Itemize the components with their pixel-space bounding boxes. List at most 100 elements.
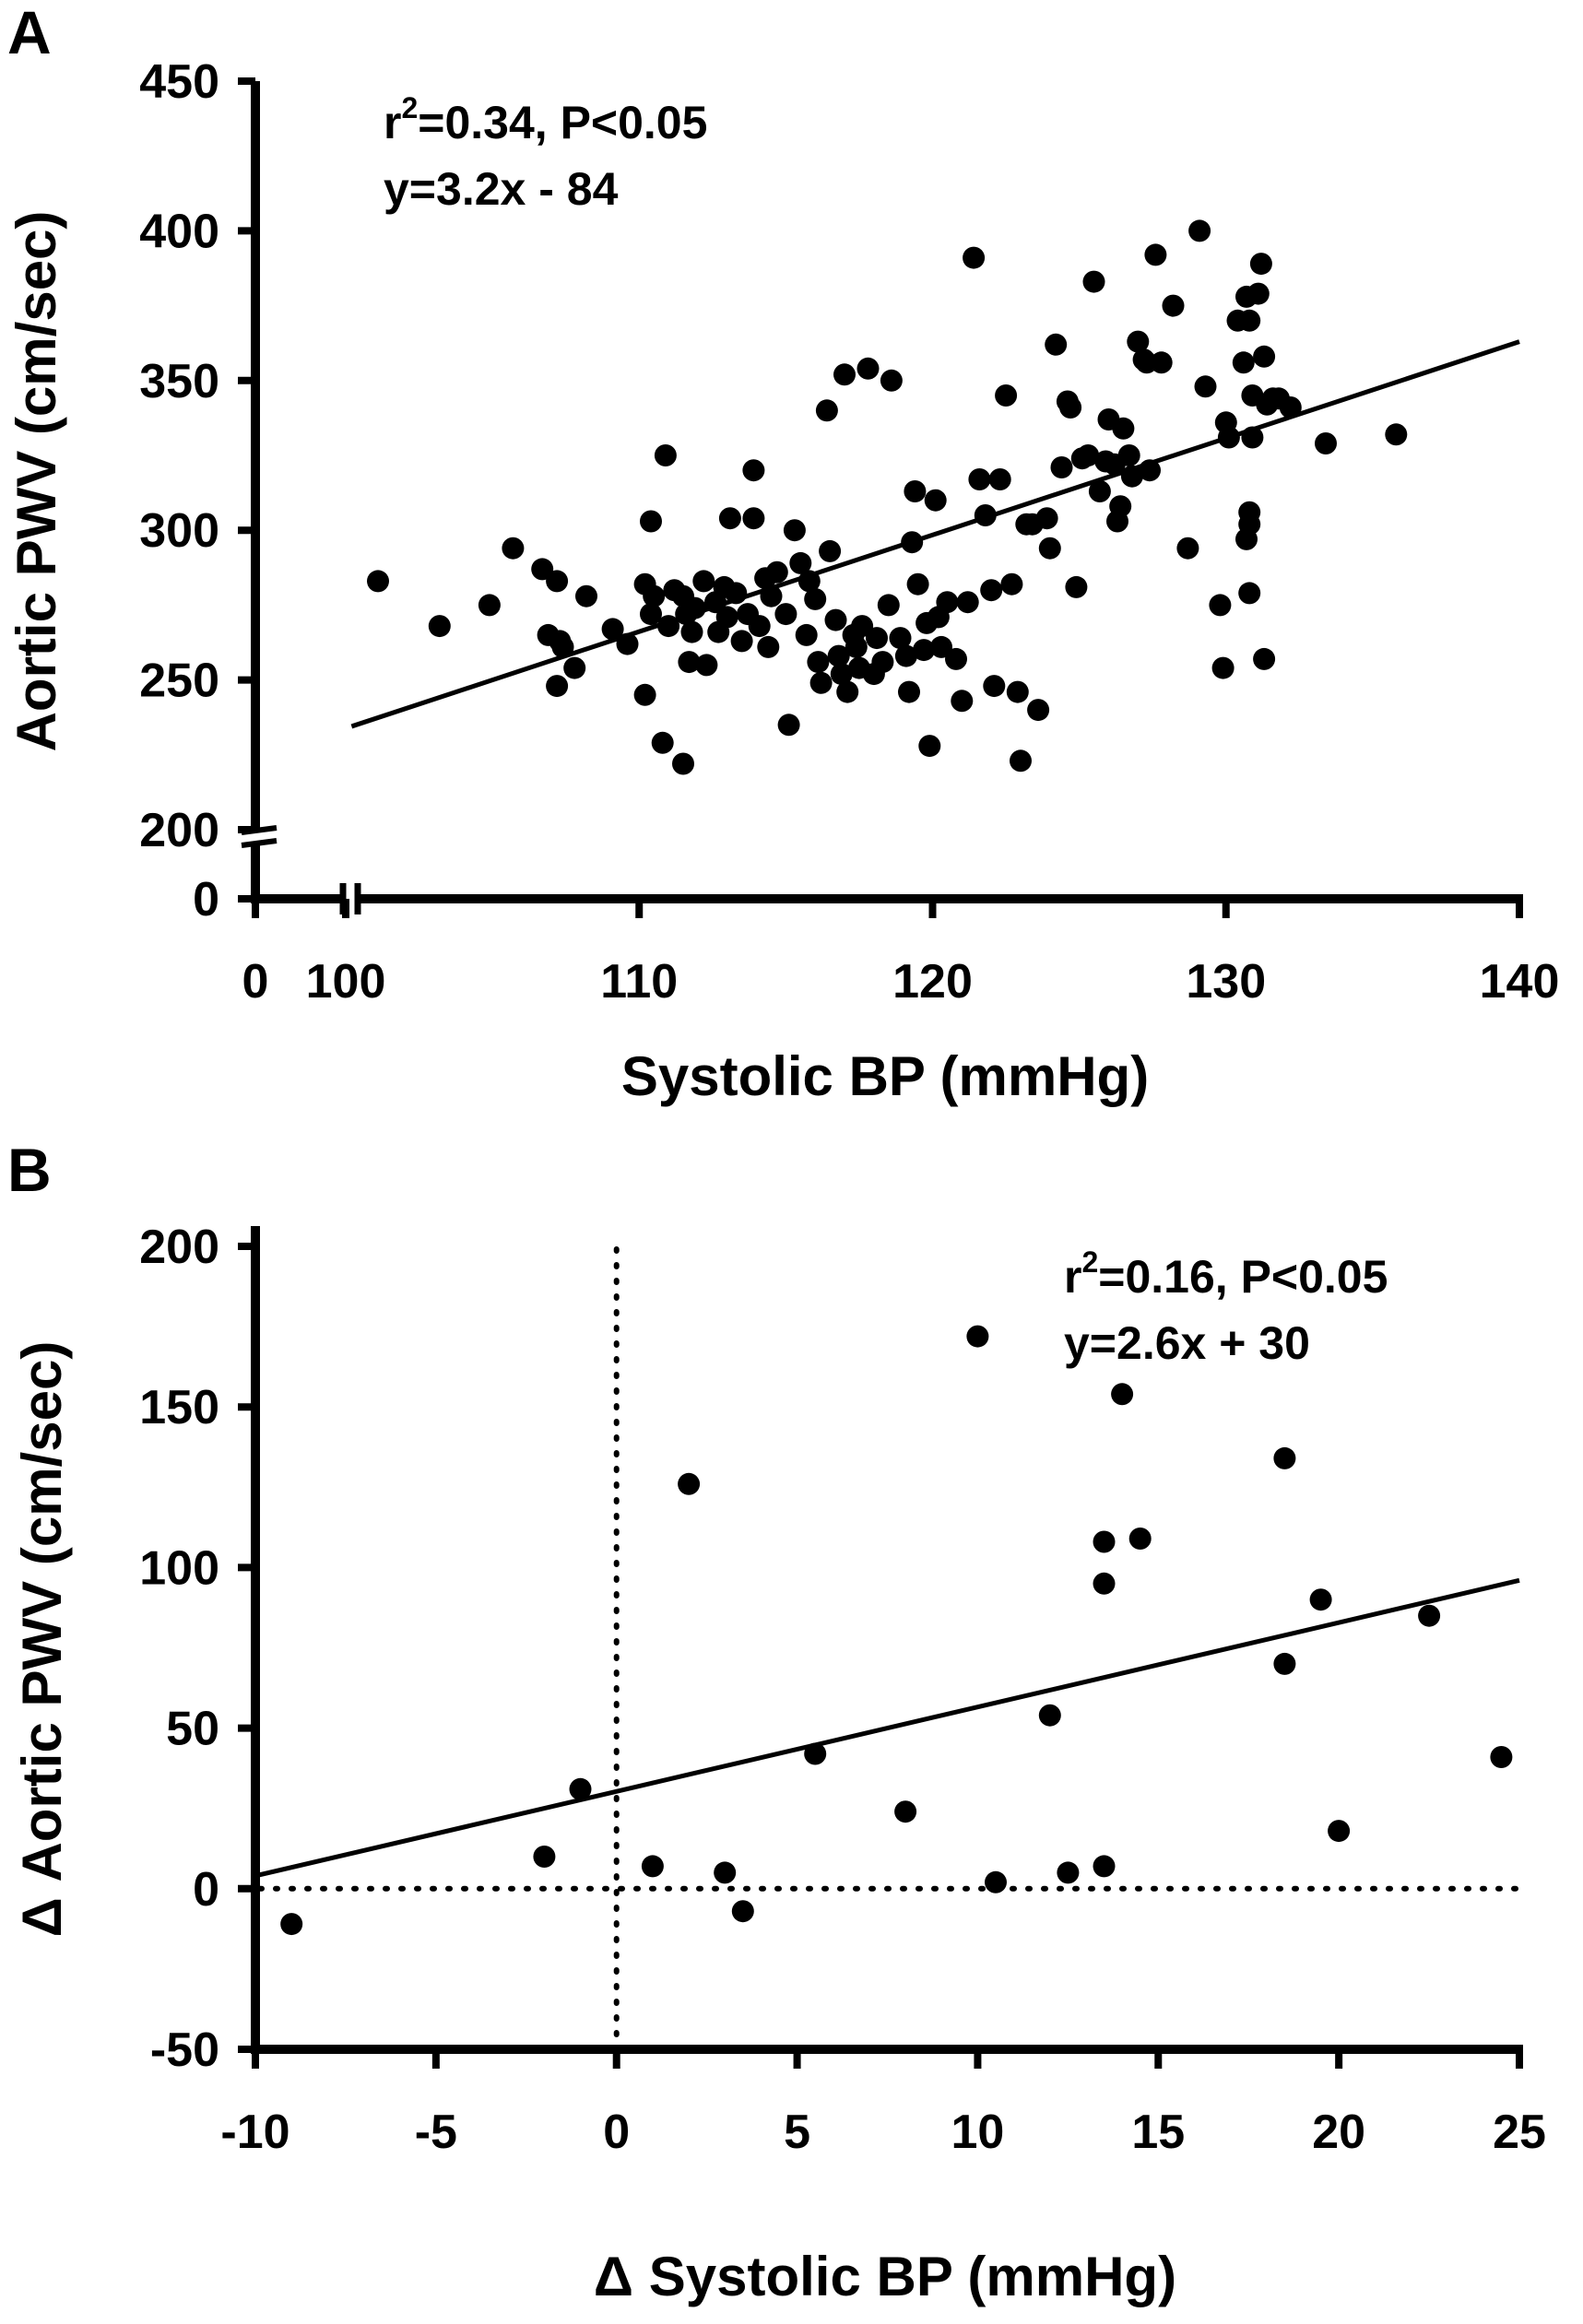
panel-a-data-point — [880, 369, 903, 392]
panel-a-data-point — [1117, 444, 1140, 466]
panel-a-y-tick-label: 400 — [139, 205, 219, 258]
panel-a-data-point — [980, 579, 1003, 602]
panel-b-fit-line — [254, 1577, 1520, 1879]
panel-a-data-point — [1144, 243, 1167, 266]
panel-a-data-point — [995, 384, 1018, 407]
panel-a-data-point — [563, 656, 586, 679]
panel-a-data-point — [1050, 456, 1073, 478]
panel-a-data-point — [1000, 572, 1023, 596]
panel-a-data-point — [866, 627, 888, 650]
panel-b-x-tick-label: 0 — [603, 2106, 630, 2159]
panel-a-data-point — [804, 587, 827, 610]
panel-a-data-point — [1209, 594, 1232, 617]
panel-a-data-point — [807, 651, 830, 674]
panel-a-x-tick-label: 140 — [1480, 955, 1560, 1009]
panel-b-data-point — [1057, 1861, 1080, 1884]
panel-b-data-point — [569, 1777, 592, 1800]
panel-a-data-point — [830, 663, 853, 686]
panel-a-data-point — [765, 560, 788, 584]
panel-a-data-point — [871, 651, 894, 674]
panel-b-y-tick-label: 0 — [193, 1863, 219, 1917]
panel-a-y-axis-title: Aortic PWV (cm/sec) — [6, 211, 67, 752]
panel-b-x-tick-label: 5 — [784, 2106, 810, 2159]
panel-a-data-point — [1211, 656, 1235, 679]
panel-b-x-ticks: -10 -5 0 5 10 15 20 25 — [220, 2049, 1546, 2159]
panel-a-x-tick-label: 130 — [1186, 955, 1266, 1009]
panel-b-data-point — [1418, 1604, 1441, 1627]
panel-a-fit-line — [350, 339, 1520, 729]
panel-a-data-point — [815, 399, 838, 422]
panel-a-data-point — [1249, 253, 1272, 276]
panel-b-y-tick-label: 50 — [166, 1703, 219, 1756]
panel-a-y-break-mark — [241, 838, 278, 848]
panel-a-x-tick-label: 100 — [306, 955, 386, 1009]
panel-a-data-point — [894, 644, 917, 667]
panel-a-x-ticks: 0 100 110 120 130 140 — [242, 899, 1560, 1009]
panel-a-data-point — [918, 735, 941, 758]
panel-a-data-point — [963, 246, 986, 269]
panel-a-data-point — [601, 618, 624, 641]
panel-a-data-point — [1253, 647, 1276, 670]
panel-a-x-tick-label: 110 — [600, 955, 678, 1009]
panel-a-data-point — [827, 644, 850, 667]
panel-b-data-point — [1111, 1383, 1134, 1406]
panel-a-data-point — [730, 630, 753, 653]
panel-b-y-tick-label: 200 — [139, 1221, 219, 1274]
panel-a-y-tick-label: 300 — [139, 504, 219, 558]
panel-a-data-point — [1082, 270, 1105, 293]
panel-a-data-point — [1038, 537, 1061, 560]
panel-a-data-point — [904, 480, 927, 502]
panel-a-data-point — [546, 675, 569, 698]
panel-a-data-point — [836, 680, 859, 703]
panel-b-data-point — [1093, 1530, 1116, 1553]
panel-a-data-point — [1077, 444, 1100, 466]
panel-a-x-axis-title: Systolic BP (mmHg) — [621, 1045, 1149, 1107]
panel-a-y-ticks: 0 200 250 300 350 400 450 — [139, 55, 255, 926]
panel-a-data-point — [1088, 480, 1111, 502]
panel-a: A r2=0.34, P<0.05 y=3.2x - 84 0 200 250 300… — [6, 0, 1559, 1107]
panel-a-data-point — [640, 603, 662, 626]
panel-a-y-tick-label: 450 — [139, 55, 219, 109]
panel-a-data-point — [1112, 417, 1135, 440]
panel-a-data-point — [742, 459, 765, 482]
panel-b-data-point — [1309, 1588, 1332, 1611]
panel-b-x-tick-label: -10 — [220, 2106, 289, 2159]
panel-a-data-point — [575, 584, 597, 608]
panel-a-data-point — [877, 594, 900, 617]
panel-a-data-point — [795, 623, 818, 646]
panel-b-data-point — [1273, 1652, 1296, 1675]
panel-a-data-point — [742, 507, 765, 530]
panel-a-data-point — [678, 651, 701, 674]
panel-a-x-tick-label: 120 — [892, 955, 973, 1009]
panel-b-r2-prefix: r — [1064, 1251, 1081, 1303]
panel-b-x-tick-label: 15 — [1131, 2106, 1185, 2159]
panel-a-data-point — [789, 551, 812, 574]
panel-a-r2-prefix: r — [384, 97, 401, 148]
panel-a-data-point — [1059, 396, 1082, 419]
panel-a-x-tick-label: 0 — [242, 955, 269, 1009]
panel-a-y-tick-label: 200 — [139, 804, 219, 857]
panel-a-data-point — [1176, 537, 1199, 560]
panel-a-data-point — [715, 606, 738, 629]
panel-b-r2-sup: 2 — [1081, 1245, 1098, 1279]
panel-b-y-tick-label: 150 — [139, 1381, 219, 1434]
panel-b-data-point — [714, 1861, 737, 1884]
panel-a-data-point — [1235, 527, 1258, 550]
panel-b-data-point — [731, 1900, 754, 1923]
panel-b-data-point — [1093, 1855, 1116, 1878]
panel-b-x-tick-label: 25 — [1493, 2106, 1546, 2159]
panel-b-letter: B — [7, 1136, 52, 1204]
panel-a-data-point — [924, 489, 947, 512]
panel-b-x-tick-label: 10 — [951, 2106, 1005, 2159]
panel-a-data-point — [983, 675, 1006, 698]
panel-a-data-point — [819, 539, 842, 562]
panel-a-data-point — [502, 537, 525, 560]
panel-a-data-point — [633, 683, 656, 706]
panel-a-data-point — [478, 594, 501, 617]
panel-a-data-point — [1127, 330, 1150, 353]
panel-b-data-point — [678, 1472, 701, 1495]
panel-a-letter: A — [7, 0, 52, 66]
panel-b: B r2=0.16, P<0.05 y=2.6x + 30 -500501001… — [7, 1136, 1546, 2307]
panel-a-data-point — [692, 570, 715, 593]
panel-b-r2-label: r2=0.16, P<0.05 — [1064, 1245, 1388, 1303]
